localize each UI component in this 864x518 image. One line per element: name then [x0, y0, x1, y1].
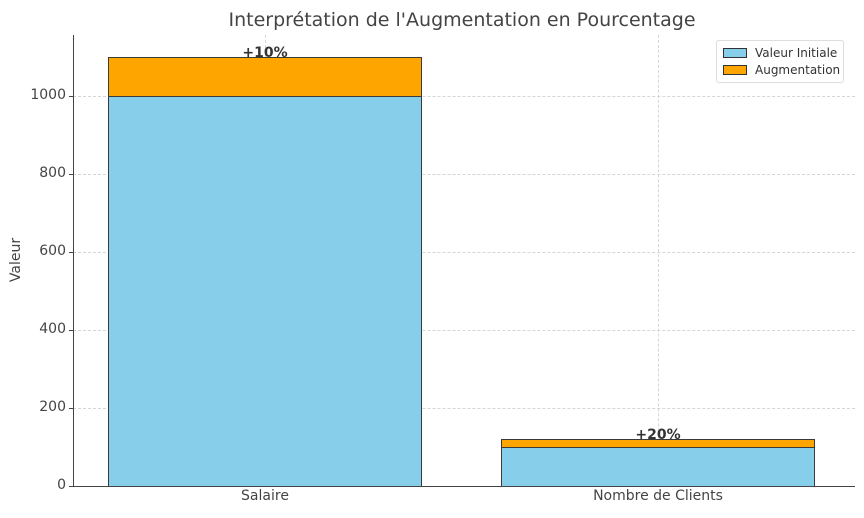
y-tick-mark	[69, 486, 73, 487]
x-axis-line	[73, 486, 855, 487]
y-tick-label: 400	[39, 321, 66, 337]
h-gridline	[73, 408, 855, 409]
x-tick-nombre-de-clients: Nombre de Clients	[593, 488, 723, 504]
h-gridline	[73, 330, 855, 331]
y-tick-mark	[69, 408, 73, 409]
bar-salaire-augmentation	[108, 57, 422, 97]
y-tick-mark	[69, 252, 73, 253]
y-tick-mark	[69, 330, 73, 331]
y-tick-label: 800	[39, 165, 66, 181]
bar-nombre-de-clients-valeur-initiale	[501, 447, 815, 487]
bar-salaire-valeur-initiale	[108, 96, 422, 487]
y-tick-mark	[69, 96, 73, 97]
legend-label: Valeur Initiale	[755, 46, 838, 60]
y-tick-label: 0	[57, 477, 66, 493]
v-gridline	[658, 35, 659, 486]
y-axis-line	[73, 35, 74, 487]
bar-annotation: +20%	[635, 427, 681, 444]
chart-title: Interprétation de l'Augmentation en Pour…	[228, 9, 696, 31]
legend-swatch-orange-icon	[723, 65, 747, 75]
legend-swatch-blue-icon	[723, 48, 747, 58]
legend-item-valeur-initiale: Valeur Initiale	[723, 46, 837, 60]
bar-nombre-de-clients-augmentation	[501, 439, 815, 448]
y-tick-label: 200	[39, 399, 66, 415]
y-tick-label: 600	[39, 243, 66, 259]
h-gridline	[73, 174, 855, 175]
legend: Valeur Initiale Augmentation	[716, 40, 844, 83]
x-tick-salaire: Salaire	[241, 488, 289, 504]
legend-label: Augmentation	[755, 63, 841, 77]
y-tick-mark	[69, 174, 73, 175]
legend-item-augmentation: Augmentation	[723, 63, 840, 77]
h-gridline	[73, 96, 855, 97]
h-gridline	[73, 252, 855, 253]
y-tick-label: 1000	[30, 87, 66, 103]
bar-annotation: +10%	[242, 45, 288, 61]
